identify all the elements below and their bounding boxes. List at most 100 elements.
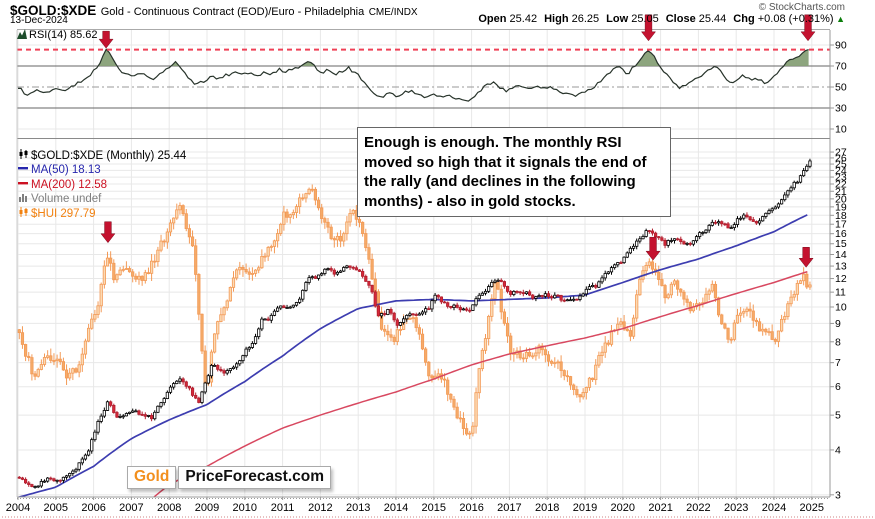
price-axis-label: 22 bbox=[835, 179, 847, 191]
candle-body bbox=[253, 269, 258, 274]
candle-body bbox=[301, 289, 305, 300]
candle-body bbox=[446, 379, 450, 395]
candle-body bbox=[83, 340, 88, 355]
candle-body bbox=[194, 394, 198, 399]
price-axis-label: 4 bbox=[835, 444, 841, 456]
candle-body bbox=[663, 285, 667, 299]
candle-body bbox=[745, 308, 749, 312]
candle-body bbox=[748, 216, 752, 221]
candle-body bbox=[257, 267, 261, 271]
candle-body bbox=[364, 275, 368, 282]
candle-body bbox=[131, 410, 135, 413]
candle-body bbox=[238, 266, 242, 271]
price-axis-label: 13 bbox=[835, 261, 847, 273]
candle-body bbox=[260, 255, 264, 269]
candle-body bbox=[546, 293, 551, 297]
candle-body bbox=[30, 484, 34, 487]
x-axis-label: 2009 bbox=[195, 502, 219, 514]
candle-body bbox=[550, 296, 554, 299]
candle-body bbox=[720, 221, 724, 225]
candle-body bbox=[773, 206, 777, 210]
candle-body bbox=[439, 296, 444, 303]
candle-body bbox=[61, 361, 66, 371]
candle-body bbox=[739, 217, 743, 220]
candle-body bbox=[528, 351, 532, 357]
candle-body bbox=[660, 237, 664, 241]
quote-low-label: Low bbox=[606, 13, 629, 25]
candle-body bbox=[672, 238, 677, 241]
candle-body bbox=[616, 262, 620, 266]
candle-body bbox=[474, 392, 478, 427]
candle-body bbox=[556, 294, 560, 297]
candle-body bbox=[58, 358, 62, 362]
candle-body bbox=[685, 298, 689, 303]
candle-body bbox=[455, 304, 459, 308]
candle-body bbox=[373, 278, 377, 293]
candle-body bbox=[80, 458, 84, 464]
quote-high-label: High bbox=[544, 13, 569, 25]
candle-body bbox=[707, 224, 711, 231]
candle-body bbox=[332, 238, 336, 241]
candle-body bbox=[383, 313, 387, 315]
candle-body bbox=[20, 477, 25, 480]
candle-body bbox=[761, 216, 765, 222]
down-arrow-main bbox=[100, 221, 116, 244]
candle-body bbox=[562, 299, 566, 302]
candle-body bbox=[461, 308, 466, 311]
candle-body bbox=[257, 328, 261, 338]
candle-body bbox=[222, 307, 226, 316]
candle-body bbox=[131, 271, 135, 277]
candle-body bbox=[342, 233, 346, 242]
candle-body bbox=[275, 307, 280, 312]
candle-body bbox=[87, 450, 91, 456]
candle-body bbox=[455, 406, 459, 419]
candle-body bbox=[691, 240, 696, 245]
candle-body bbox=[499, 279, 503, 282]
candle-body bbox=[518, 291, 522, 294]
gold-candles bbox=[17, 158, 812, 489]
rsi-axis-label: 10 bbox=[835, 124, 847, 136]
candle-body bbox=[184, 213, 188, 229]
x-axis-label: 2019 bbox=[573, 502, 597, 514]
candle-body bbox=[786, 303, 790, 317]
candle-body bbox=[669, 240, 673, 242]
candle-body bbox=[792, 181, 796, 189]
candle-body bbox=[701, 232, 705, 234]
candle-body bbox=[644, 230, 648, 237]
candle-body bbox=[71, 470, 75, 474]
candle-body bbox=[168, 386, 173, 393]
candle-body bbox=[241, 266, 245, 270]
candle-body bbox=[212, 365, 217, 367]
candle-body bbox=[524, 291, 529, 295]
candle-body bbox=[398, 329, 403, 331]
candle-body bbox=[638, 278, 642, 296]
candle-body bbox=[666, 240, 670, 246]
candle-body bbox=[606, 271, 610, 274]
candle-body bbox=[209, 365, 214, 377]
candle-body bbox=[367, 280, 371, 286]
candle-body bbox=[786, 190, 790, 196]
candle-body bbox=[320, 207, 324, 219]
candle-body bbox=[682, 291, 686, 300]
candle-body bbox=[348, 265, 352, 268]
candle-body bbox=[660, 279, 664, 286]
x-axis-label: 2025 bbox=[800, 502, 824, 514]
annotation-box: Enough is enough. The monthly RSI moved s… bbox=[357, 127, 671, 217]
x-axis-label: 2005 bbox=[44, 502, 68, 514]
candle-body bbox=[351, 209, 355, 214]
down-arrow-rsi bbox=[640, 14, 657, 42]
candle-body bbox=[335, 271, 340, 275]
legend-item: Volume undef bbox=[18, 192, 186, 206]
candle-body bbox=[247, 347, 251, 350]
candle-body bbox=[351, 266, 355, 269]
candle-body bbox=[594, 284, 598, 288]
candle-body bbox=[609, 267, 614, 273]
candle-body bbox=[427, 308, 431, 311]
candle-body bbox=[46, 355, 50, 358]
candle-body bbox=[657, 236, 661, 239]
candle-body bbox=[386, 330, 390, 336]
candle-body bbox=[64, 369, 69, 379]
candle-body bbox=[156, 405, 160, 413]
candle-body bbox=[597, 281, 601, 288]
candle-body bbox=[102, 410, 106, 417]
